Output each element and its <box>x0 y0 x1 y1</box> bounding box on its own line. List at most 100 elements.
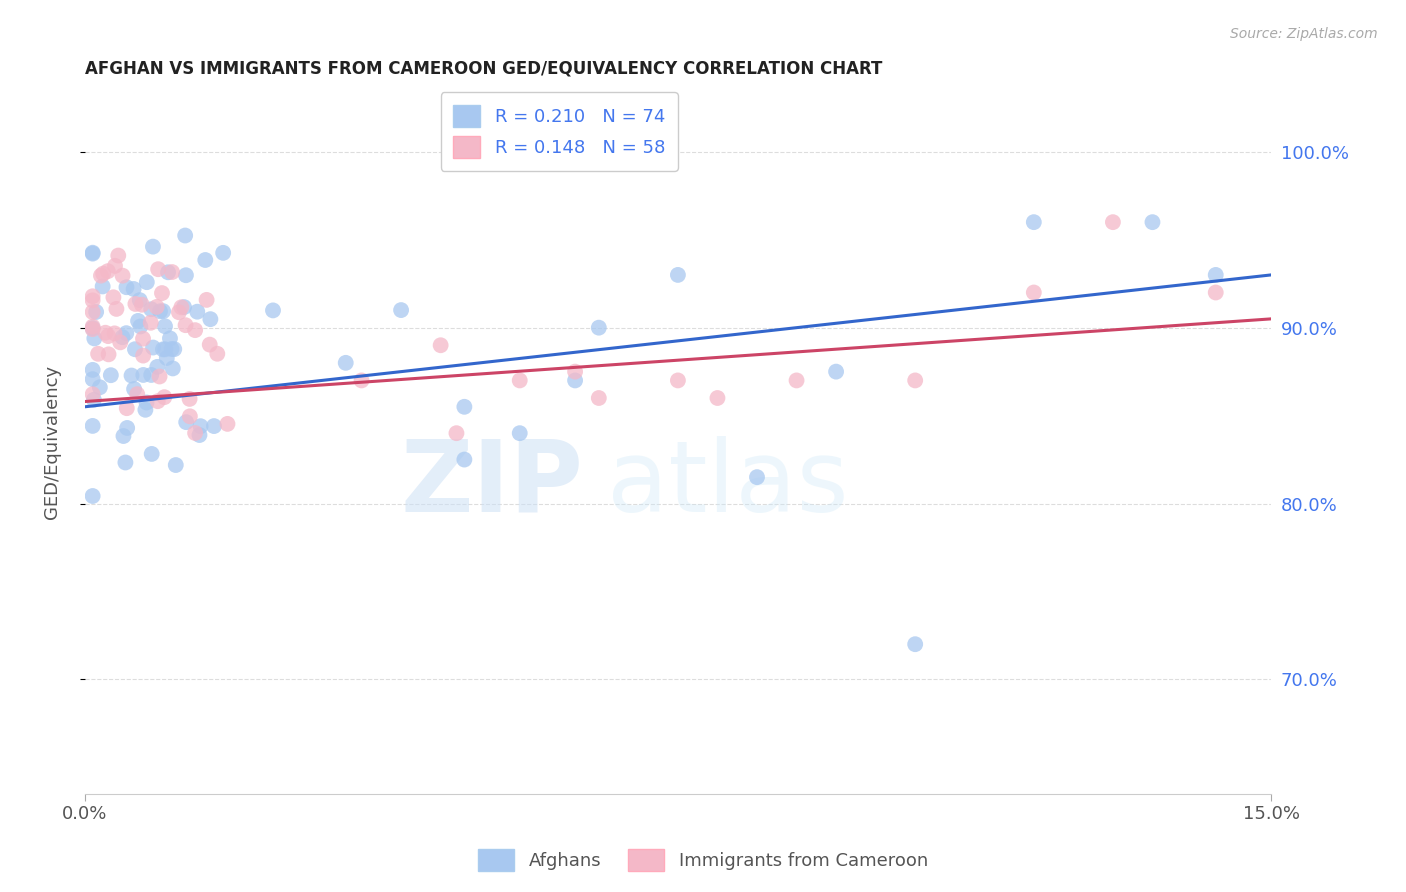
Point <box>82 372 104 386</box>
Point <box>202 419 225 434</box>
Text: ZIP: ZIP <box>401 435 583 533</box>
Point <box>132 368 155 382</box>
Point <box>174 228 197 243</box>
Point <box>105 301 128 316</box>
Point <box>107 248 129 262</box>
Point <box>195 293 218 307</box>
Point <box>139 316 162 330</box>
Point <box>188 428 211 442</box>
Text: atlas: atlas <box>607 435 848 533</box>
Point <box>152 343 174 357</box>
Point <box>1022 215 1045 229</box>
Point <box>825 365 848 379</box>
Point <box>150 286 173 301</box>
Legend: R = 0.210   N = 74, R = 0.148   N = 58: R = 0.210 N = 74, R = 0.148 N = 58 <box>440 92 678 170</box>
Point <box>148 369 170 384</box>
Point <box>82 418 104 433</box>
Point <box>179 392 201 406</box>
Point <box>110 335 132 350</box>
Point <box>666 268 689 282</box>
Point <box>212 245 235 260</box>
Point <box>127 387 149 401</box>
Point <box>146 262 169 277</box>
Point <box>194 252 217 267</box>
Point <box>104 259 127 273</box>
Point <box>174 318 197 333</box>
Point <box>131 298 153 312</box>
Point <box>1205 268 1227 282</box>
Point <box>82 319 104 334</box>
Point <box>115 401 138 416</box>
Point <box>184 425 207 440</box>
Point <box>156 351 179 365</box>
Point <box>103 326 125 341</box>
Point <box>83 331 105 345</box>
Point <box>165 458 187 472</box>
Text: Source: ZipAtlas.com: Source: ZipAtlas.com <box>1230 27 1378 41</box>
Point <box>82 321 104 335</box>
Point <box>127 314 149 328</box>
Point <box>146 359 169 374</box>
Point <box>706 391 728 405</box>
Point <box>389 303 412 318</box>
Point <box>666 373 689 387</box>
Point <box>453 452 475 467</box>
Point <box>97 329 120 343</box>
Point <box>94 326 117 340</box>
Point <box>103 290 125 304</box>
Point <box>82 363 104 377</box>
Point <box>152 304 174 318</box>
Point <box>174 268 197 283</box>
Point <box>97 347 120 361</box>
Point <box>97 264 120 278</box>
Text: AFGHAN VS IMMIGRANTS FROM CAMEROON GED/EQUIVALENCY CORRELATION CHART: AFGHAN VS IMMIGRANTS FROM CAMEROON GED/E… <box>84 60 882 78</box>
Point <box>100 368 122 383</box>
Point <box>184 323 207 337</box>
Point <box>135 395 157 409</box>
Point <box>190 419 212 434</box>
Point <box>904 637 927 651</box>
Point <box>141 368 163 382</box>
Point <box>159 331 181 345</box>
Legend: Afghans, Immigrants from Cameroon: Afghans, Immigrants from Cameroon <box>471 842 935 879</box>
Point <box>82 246 104 260</box>
Point <box>1102 215 1125 229</box>
Point <box>142 239 165 253</box>
Point <box>145 300 167 314</box>
Point <box>82 322 104 336</box>
Point <box>84 305 107 319</box>
Point <box>115 421 138 435</box>
Point <box>82 245 104 260</box>
Point <box>1142 215 1164 229</box>
Point <box>83 392 105 407</box>
Y-axis label: GED/Equivalency: GED/Equivalency <box>44 365 60 519</box>
Point <box>167 305 190 319</box>
Point <box>129 319 152 334</box>
Point <box>153 319 176 334</box>
Point <box>146 394 169 409</box>
Point <box>588 391 610 405</box>
Point <box>115 280 138 294</box>
Point <box>157 265 180 279</box>
Point <box>745 470 768 484</box>
Point <box>350 373 373 387</box>
Point <box>588 320 610 334</box>
Point <box>160 265 183 279</box>
Point <box>122 282 145 296</box>
Point <box>141 447 163 461</box>
Point <box>134 402 156 417</box>
Point <box>153 390 176 404</box>
Point <box>149 304 172 318</box>
Point <box>786 373 808 387</box>
Point <box>160 342 183 356</box>
Point <box>132 332 155 346</box>
Point <box>217 417 239 431</box>
Point <box>82 289 104 303</box>
Point <box>82 489 104 503</box>
Point <box>207 347 229 361</box>
Point <box>155 343 177 357</box>
Point <box>429 338 451 352</box>
Point <box>1205 285 1227 300</box>
Point <box>453 400 475 414</box>
Point <box>111 268 134 283</box>
